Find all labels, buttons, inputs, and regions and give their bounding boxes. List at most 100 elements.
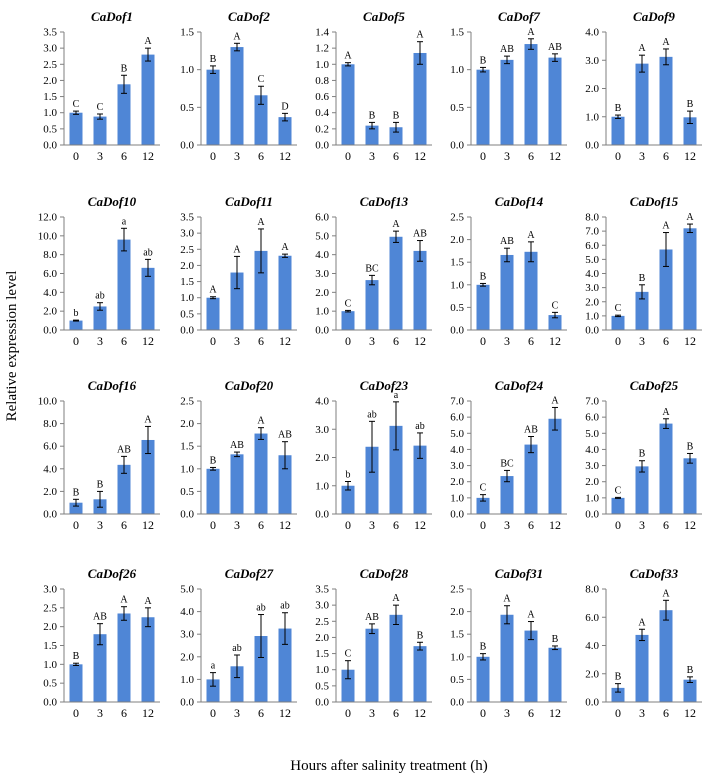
- y-tick-label: 4.0: [585, 640, 599, 652]
- significance-letter: a: [122, 216, 127, 227]
- chart-title: CaDof16: [88, 378, 137, 393]
- y-tick-label: 1.5: [450, 257, 464, 269]
- x-tick-label: 0: [615, 518, 621, 532]
- significance-letter: C: [345, 649, 352, 660]
- chart-title: CaDof10: [88, 194, 137, 209]
- bar: [413, 52, 427, 145]
- x-tick-label: 3: [97, 706, 103, 720]
- y-tick-label: 1.0: [315, 306, 329, 318]
- x-tick-label: 6: [121, 706, 127, 720]
- y-tick-label: 4.0: [450, 444, 464, 456]
- y-tick-label: 1.0: [43, 659, 57, 671]
- significance-letter: A: [662, 588, 670, 599]
- significance-letter: AB: [278, 430, 292, 441]
- bar: [117, 239, 131, 330]
- bar: [476, 284, 490, 330]
- y-tick-label: 2.0: [180, 651, 194, 663]
- bar: [635, 63, 649, 145]
- y-tick-label: 6.0: [43, 441, 57, 453]
- y-tick-label: 1.0: [180, 463, 194, 475]
- y-tick-label: 0.0: [180, 509, 194, 521]
- x-tick-label: 3: [369, 518, 375, 532]
- y-tick-label: 4.0: [180, 606, 194, 618]
- x-tick-label: 3: [234, 518, 240, 532]
- chart-title: CaDof24: [495, 378, 544, 393]
- chart-panel-CaDof11: CaDof11 0.0 0.5 1.0 1.5 2.0 2.5 3.0 3.5 A 0 A 3 A 6 A 12: [180, 194, 297, 348]
- significance-letter: A: [144, 596, 152, 607]
- y-tick-label: 1.0: [585, 492, 599, 504]
- chart-title: CaDof13: [360, 194, 409, 209]
- y-tick-label: 2.5: [315, 616, 329, 628]
- y-tick-label: 8.0: [585, 212, 599, 224]
- significance-letter: AB: [117, 444, 131, 455]
- bar: [389, 236, 403, 330]
- significance-letter: A: [527, 230, 535, 241]
- x-tick-label: 6: [258, 706, 264, 720]
- chart-panel-CaDof9: CaDof9 0.0 1.0 2.0 3.0 4.0 B 0 A 3 A 6 B 12: [585, 9, 702, 163]
- y-tick-label: 1.0: [450, 279, 464, 291]
- y-tick-label: 10.0: [38, 396, 58, 408]
- y-tick-label: 2.0: [180, 260, 194, 272]
- chart-panel-CaDof13: CaDof13 0.0 1.0 2.0 3.0 4.0 5.0 6.0 C 0 BC 3 A 6 AB 12: [315, 194, 432, 348]
- x-tick-label: 3: [504, 518, 510, 532]
- x-tick-label: 0: [345, 706, 351, 720]
- y-tick-label: 0.8: [315, 75, 329, 87]
- significance-letter: B: [73, 487, 80, 498]
- y-tick-label: 4.0: [585, 444, 599, 456]
- chart-panel-CaDof24: CaDof24 0.0 1.0 2.0 3.0 4.0 5.0 6.0 7.0 C 0 BC 3 AB 6 A…: [450, 378, 567, 532]
- x-tick-label: 3: [234, 149, 240, 163]
- x-tick-label: 6: [528, 706, 534, 720]
- y-tick-label: 2.0: [585, 296, 599, 308]
- y-tick-label: 2.0: [43, 306, 57, 318]
- bar: [500, 476, 514, 514]
- significance-letter: a: [394, 390, 399, 401]
- bar: [611, 116, 625, 145]
- bar: [278, 117, 292, 145]
- significance-letter: AB: [230, 440, 244, 451]
- y-tick-label: 5.0: [585, 428, 599, 440]
- bar: [524, 444, 538, 514]
- significance-letter: A: [209, 285, 217, 296]
- bar: [683, 117, 697, 145]
- significance-letter: B: [552, 634, 559, 645]
- x-tick-label: 0: [345, 518, 351, 532]
- significance-letter: ab: [143, 247, 152, 258]
- bar: [230, 666, 244, 702]
- y-tick-label: 2.5: [180, 244, 194, 256]
- significance-letter: AB: [500, 44, 514, 55]
- y-tick-label: 12.0: [38, 212, 58, 224]
- bar: [476, 497, 490, 514]
- bar: [141, 267, 155, 330]
- x-tick-label: 12: [549, 334, 561, 348]
- y-tick-label: 4.0: [43, 287, 57, 299]
- y-tick-label: 1.5: [315, 648, 329, 660]
- y-tick-label: 2.0: [585, 476, 599, 488]
- y-tick-label: 4.0: [585, 27, 599, 39]
- significance-letter: B: [480, 271, 487, 282]
- chart-title: CaDof14: [495, 194, 544, 209]
- x-tick-label: 0: [210, 706, 216, 720]
- significance-letter: A: [686, 212, 694, 223]
- x-axis-label: Hours after salinity treatment (h): [290, 758, 487, 774]
- y-tick-label: 1.0: [450, 651, 464, 663]
- y-tick-label: 0.5: [43, 123, 57, 135]
- chart-panel-CaDof23: CaDof23 0.0 1.0 2.0 3.0 4.0 b 0 ab 3 a 6 ab 12: [315, 378, 432, 532]
- y-tick-label: 1.5: [450, 27, 464, 39]
- significance-letter: ab: [415, 421, 424, 432]
- y-tick-label: 7.0: [450, 396, 464, 408]
- x-tick-label: 0: [480, 706, 486, 720]
- bar: [611, 497, 625, 514]
- significance-letter: AB: [413, 229, 427, 240]
- x-tick-label: 12: [142, 149, 154, 163]
- significance-letter: ab: [367, 409, 376, 420]
- bar: [365, 125, 379, 145]
- significance-letter: b: [346, 470, 351, 481]
- y-tick-label: 2.5: [180, 396, 194, 408]
- x-tick-label: 6: [663, 334, 669, 348]
- x-tick-label: 6: [393, 334, 399, 348]
- significance-letter: B: [480, 642, 487, 653]
- significance-letter: C: [258, 74, 265, 85]
- chart-title: CaDof2: [228, 9, 270, 24]
- x-tick-label: 12: [142, 706, 154, 720]
- x-tick-label: 0: [345, 149, 351, 163]
